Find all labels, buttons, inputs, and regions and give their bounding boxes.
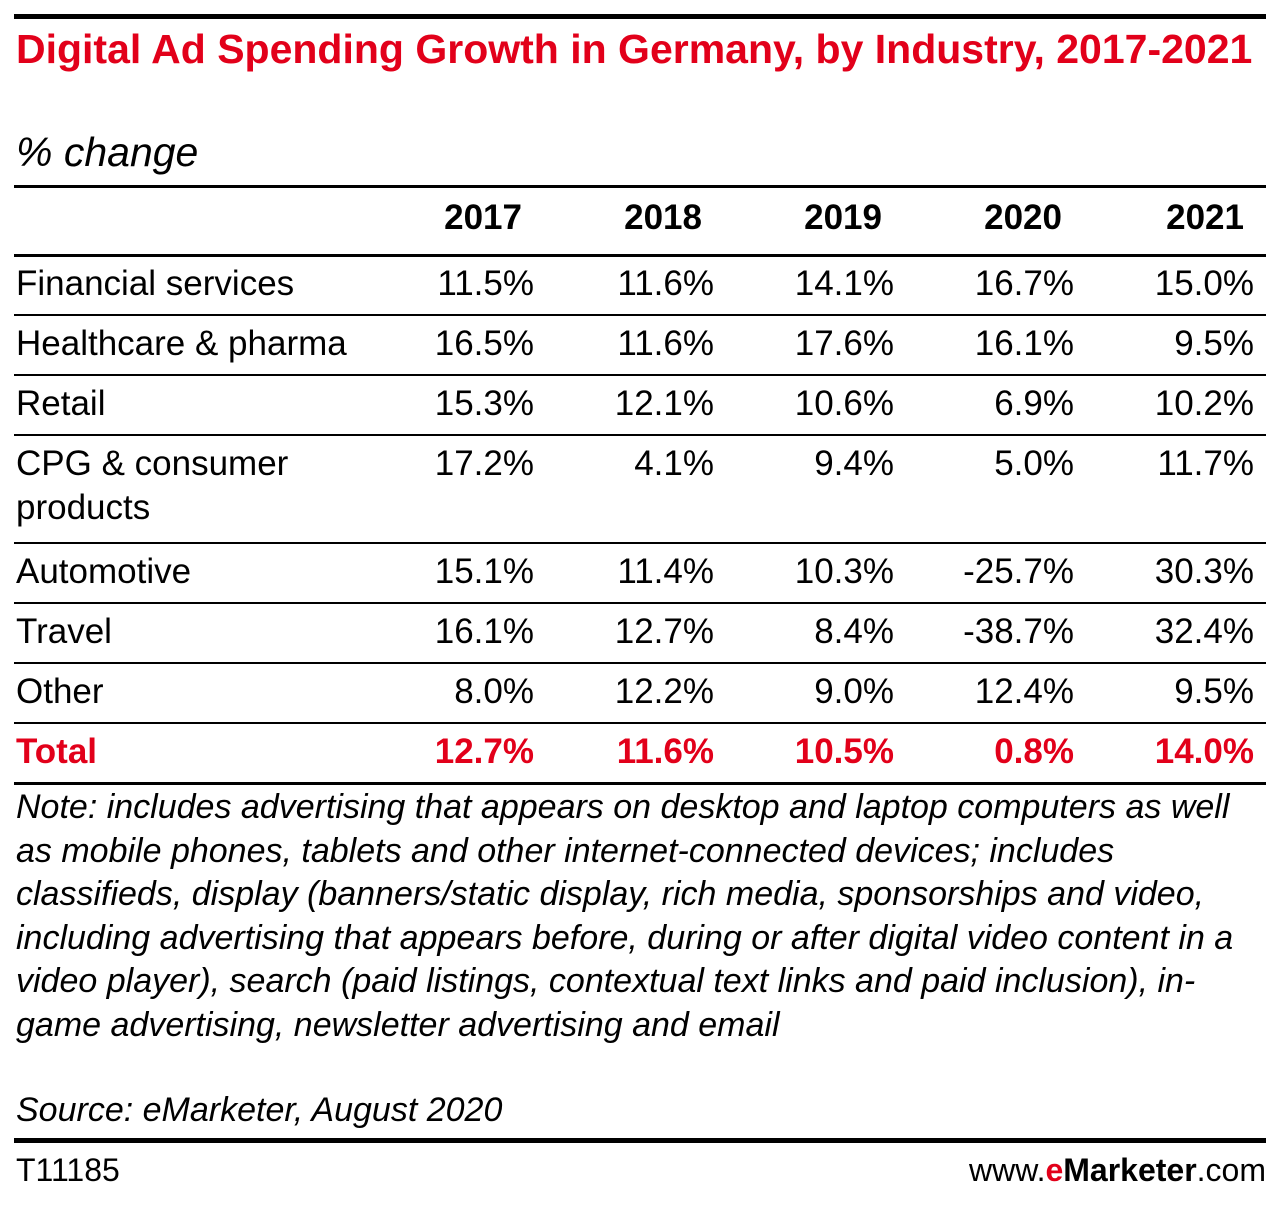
cell-2019: 10.5% bbox=[794, 732, 894, 771]
bottom-rule bbox=[14, 1138, 1266, 1143]
row-label: Retail bbox=[16, 384, 106, 423]
row-label: Other bbox=[16, 672, 104, 711]
row-divider bbox=[14, 542, 1266, 544]
column-header-2019: 2019 bbox=[804, 198, 882, 237]
column-header-2017: 2017 bbox=[444, 198, 522, 237]
cell-2019: 17.6% bbox=[794, 324, 894, 363]
row-label: Total bbox=[16, 732, 98, 771]
cell-2019: 10.3% bbox=[794, 552, 894, 591]
cell-2018: 4.1% bbox=[634, 444, 714, 483]
chart-source: Source: eMarketer, August 2020 bbox=[16, 1091, 503, 1129]
row-divider bbox=[14, 314, 1266, 316]
cell-2020: -25.7% bbox=[963, 552, 1074, 591]
cell-2018: 11.4% bbox=[617, 552, 714, 591]
row-divider bbox=[14, 434, 1266, 436]
cell-2018: 12.1% bbox=[614, 384, 714, 423]
header-bottom-rule bbox=[14, 254, 1266, 257]
cell-2017: 12.7% bbox=[434, 732, 534, 771]
cell-2020: 6.9% bbox=[994, 384, 1074, 423]
cell-2021: 30.3% bbox=[1154, 552, 1254, 591]
brand-e: e bbox=[1045, 1152, 1064, 1188]
cell-2021: 14.0% bbox=[1154, 732, 1254, 771]
top-rule bbox=[14, 14, 1266, 19]
cell-2019: 9.4% bbox=[814, 444, 894, 483]
cell-2021: 32.4% bbox=[1154, 612, 1254, 651]
cell-2021: 9.5% bbox=[1174, 324, 1254, 363]
brand-url[interactable]: www.eMarketer.com bbox=[969, 1150, 1266, 1190]
cell-2020: 16.1% bbox=[974, 324, 1074, 363]
total-bottom-rule bbox=[14, 782, 1266, 785]
cell-2021: 15.0% bbox=[1154, 264, 1254, 303]
header-top-rule bbox=[14, 185, 1266, 188]
cell-2020: 16.7% bbox=[974, 264, 1074, 303]
chart-subtitle: % change bbox=[16, 129, 199, 175]
cell-2019: 8.4% bbox=[814, 612, 894, 651]
column-header-2018: 2018 bbox=[624, 198, 702, 237]
cell-2018: 12.7% bbox=[614, 612, 714, 651]
brand-suffix: .com bbox=[1196, 1152, 1266, 1188]
cell-2017: 16.5% bbox=[434, 324, 534, 363]
row-divider bbox=[14, 374, 1266, 376]
row-divider bbox=[14, 602, 1266, 604]
cell-2020: -38.7% bbox=[963, 612, 1074, 651]
cell-2017: 15.1% bbox=[434, 552, 534, 591]
cell-2018: 11.6% bbox=[617, 264, 714, 303]
row-divider bbox=[14, 722, 1266, 724]
chart-note: Note: includes advertising that appears … bbox=[16, 788, 1234, 1044]
table-id: T11185 bbox=[16, 1152, 120, 1188]
cell-2017: 16.1% bbox=[434, 612, 534, 651]
cell-2021: 9.5% bbox=[1174, 672, 1254, 711]
row-divider bbox=[14, 662, 1266, 664]
row-label: CPG & consumer products bbox=[16, 444, 289, 527]
cell-2017: 11.5% bbox=[437, 264, 534, 303]
cell-2020: 0.8% bbox=[994, 732, 1074, 771]
cell-2019: 10.6% bbox=[794, 384, 894, 423]
cell-2017: 15.3% bbox=[434, 384, 534, 423]
row-label: Healthcare & pharma bbox=[16, 324, 347, 363]
cell-2018: 11.6% bbox=[616, 732, 714, 771]
row-label: Automotive bbox=[16, 552, 192, 591]
cell-2021: 10.2% bbox=[1154, 384, 1254, 423]
cell-2018: 12.2% bbox=[614, 672, 714, 711]
row-label: Financial services bbox=[16, 264, 295, 303]
brand-name: Marketer bbox=[1063, 1152, 1197, 1188]
column-header-2021: 2021 bbox=[1166, 198, 1244, 237]
cell-2019: 9.0% bbox=[814, 672, 894, 711]
cell-2019: 14.1% bbox=[794, 264, 894, 303]
cell-2017: 8.0% bbox=[454, 672, 534, 711]
cell-2020: 12.4% bbox=[974, 672, 1074, 711]
row-label: Travel bbox=[16, 612, 112, 651]
cell-2020: 5.0% bbox=[994, 444, 1074, 483]
cell-2018: 11.6% bbox=[617, 324, 714, 363]
cell-2021: 11.7% bbox=[1157, 444, 1254, 483]
chart-title: Digital Ad Spending Growth in Germany, b… bbox=[16, 26, 1253, 72]
column-header-2020: 2020 bbox=[984, 198, 1062, 237]
cell-2017: 17.2% bbox=[434, 444, 534, 483]
brand-prefix: www. bbox=[969, 1152, 1046, 1188]
